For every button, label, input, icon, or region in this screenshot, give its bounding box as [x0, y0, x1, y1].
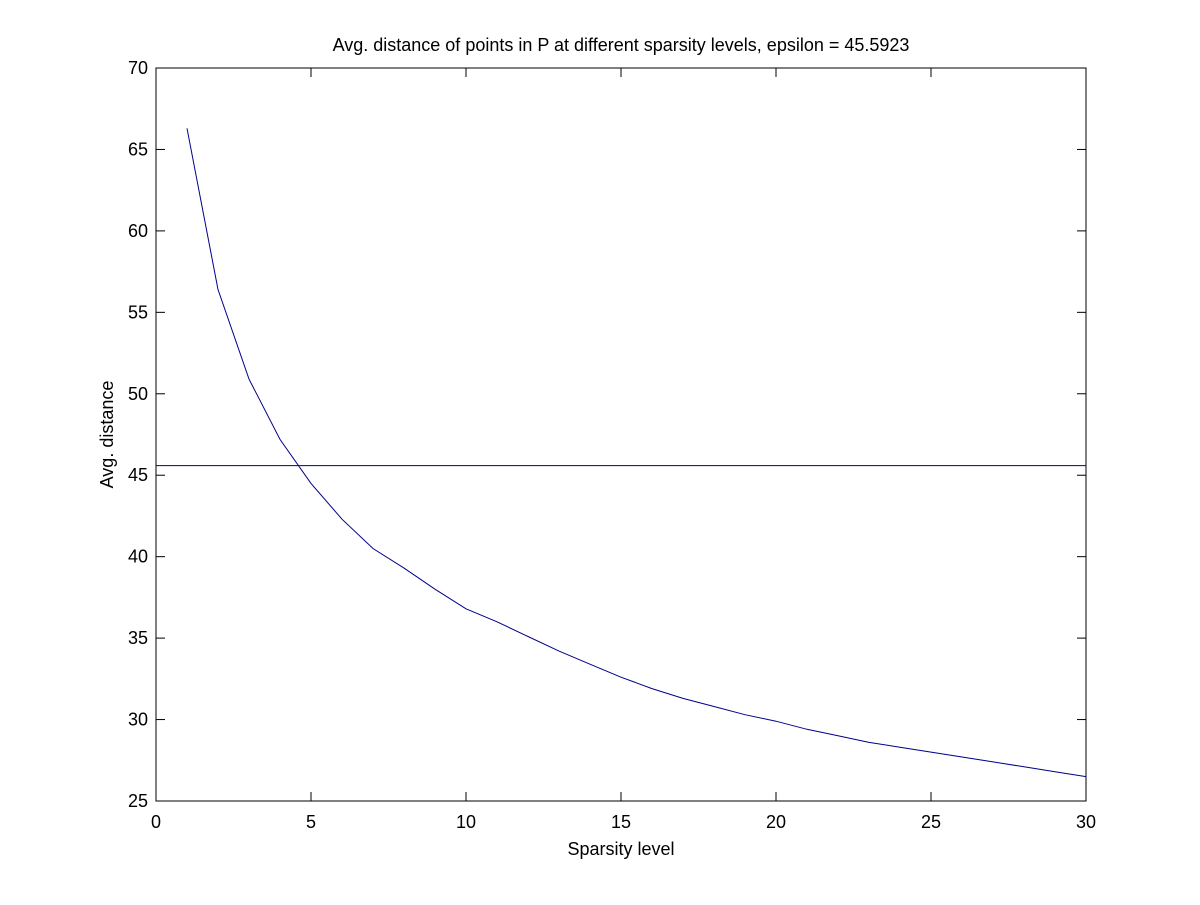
y-tick-label: 40: [128, 547, 148, 567]
x-tick-label: 15: [611, 812, 631, 832]
y-tick-label: 45: [128, 465, 148, 485]
plot-area: [155, 67, 1087, 802]
y-tick-label: 65: [128, 139, 148, 159]
x-tick-label: 25: [921, 812, 941, 832]
y-tick-label: 55: [128, 302, 148, 322]
y-tick-label: 30: [128, 710, 148, 730]
y-tick-label: 25: [128, 791, 148, 811]
axis-ticks: 0 5 10 15 20 25 30 25 30 35 40 45 50 55 60 65 70: [128, 58, 1096, 832]
x-tick-label: 5: [306, 812, 316, 832]
y-tick-label: 50: [128, 384, 148, 404]
x-tick-label: 30: [1076, 812, 1096, 832]
avg-distance-line: [186, 128, 1087, 778]
y-tick-label: 70: [128, 58, 148, 78]
x-tick-label: 20: [766, 812, 786, 832]
y-axis-title: Avg. distance: [97, 381, 117, 489]
chart-title: Avg. distance of points in P at differen…: [333, 35, 910, 55]
x-tick-label: 10: [456, 812, 476, 832]
x-axis-title: Sparsity level: [567, 839, 674, 859]
series-layer: [156, 128, 1087, 778]
x-tick-label: 0: [151, 812, 161, 832]
y-tick-label: 60: [128, 221, 148, 241]
y-tick-label: 35: [128, 628, 148, 648]
